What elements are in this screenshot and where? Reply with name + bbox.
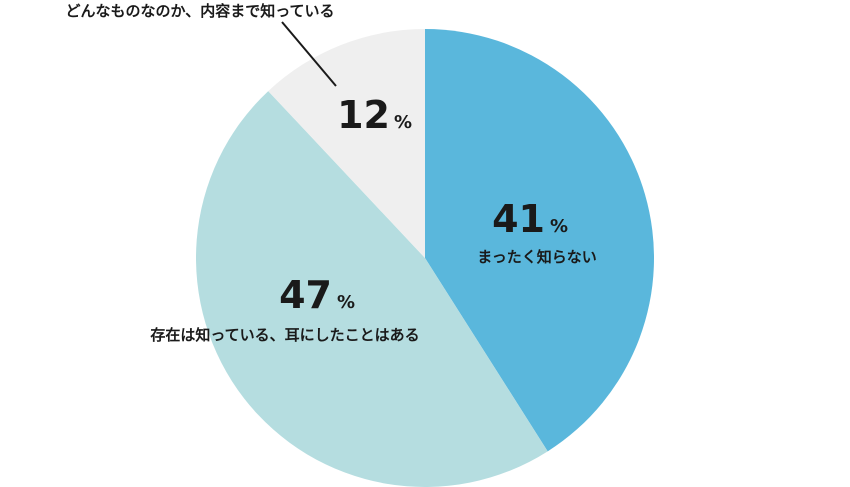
pie-slice-0	[425, 29, 654, 452]
slice-label-0: まったく知らない	[477, 248, 596, 266]
leader-line	[281, 21, 337, 87]
pie-slice-1	[196, 91, 548, 487]
slice-value-0: 41	[492, 197, 545, 241]
slice-label-group-0: 41 % まったく知らない	[477, 197, 596, 266]
slice-percent-2: %	[394, 112, 412, 133]
slice-percent-1: %	[337, 292, 355, 313]
pie-slices	[196, 29, 654, 487]
slice-label-1: 存在は知っている、耳にしたことはある	[150, 326, 419, 344]
pie-slice-2	[268, 29, 425, 258]
slice-label-group-2: 12 % どんなものなのか、内容まで知っている	[66, 2, 413, 137]
slice-percent-0: %	[550, 216, 568, 237]
slice-label-group-1: 47 % 存在は知っている、耳にしたことはある	[150, 273, 419, 344]
slice-value-1: 47	[279, 273, 332, 317]
slice-label-2: どんなものなのか、内容まで知っている	[66, 2, 335, 20]
slice-value-2: 12	[337, 93, 390, 137]
